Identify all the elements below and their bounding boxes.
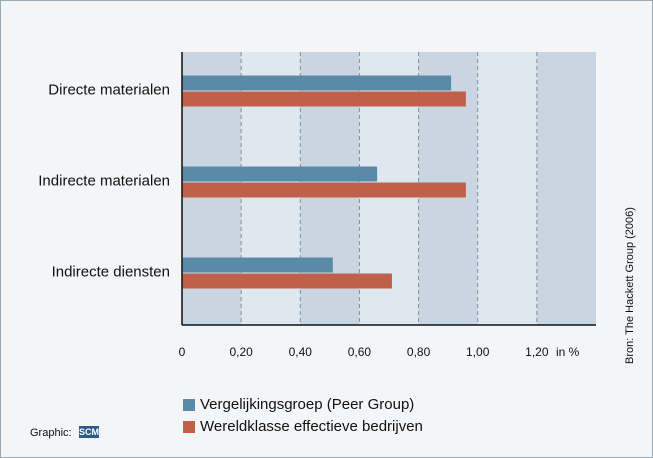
x-tick-label: 0,20 [229, 345, 253, 359]
x-unit: in % [556, 345, 580, 359]
y-tick-label: Indirecte diensten [52, 263, 170, 280]
bar [182, 257, 333, 273]
bar [182, 91, 466, 107]
x-tick-label: 0,40 [289, 345, 313, 359]
x-tick-label: 1,20 [525, 345, 549, 359]
bar [182, 182, 466, 198]
credit: Graphic: [30, 427, 72, 439]
bar [182, 75, 452, 91]
x-tick-label: 1,00 [466, 345, 490, 359]
x-tick-label: 0,60 [348, 345, 372, 359]
band [477, 52, 537, 325]
bar [182, 166, 378, 182]
logo: SCM [79, 427, 99, 437]
y-tick-label: Indirecte materialen [38, 172, 170, 189]
y-tick-label: Directe materialen [48, 81, 170, 98]
legend-label: Wereldklasse effectieve bedrijven [200, 418, 423, 435]
source: Bron: The Hackett Group (2006) [624, 207, 636, 364]
x-tick-label: 0 [179, 345, 186, 359]
legend-label: Vergelijkingsgroep (Peer Group) [200, 396, 414, 413]
x-tick-label: 0,80 [407, 345, 431, 359]
logo-box [79, 426, 99, 438]
bar [182, 273, 392, 289]
legend-swatch [183, 421, 195, 433]
legend-swatch [183, 399, 195, 411]
band [536, 52, 596, 325]
